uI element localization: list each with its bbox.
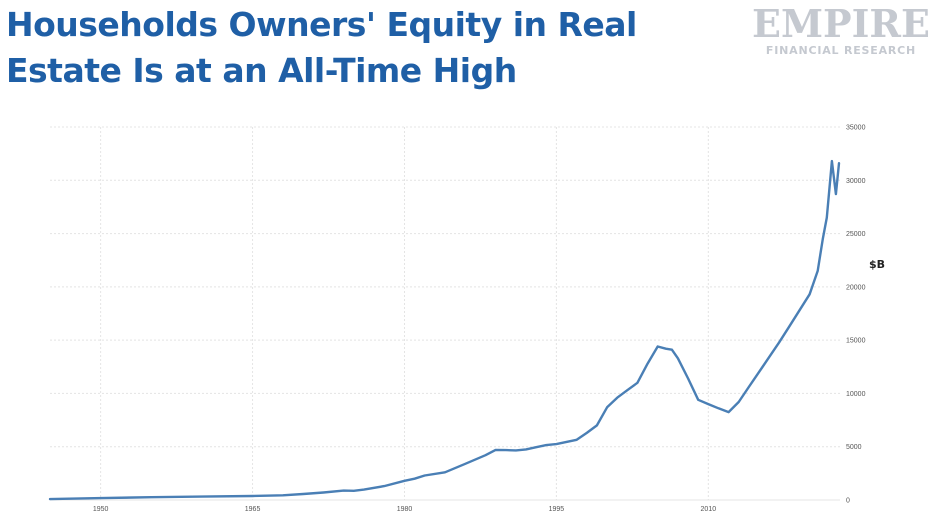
data-point bbox=[485, 454, 487, 456]
data-point bbox=[363, 489, 365, 491]
data-point bbox=[697, 399, 699, 401]
data-point bbox=[606, 406, 608, 408]
data-point bbox=[748, 386, 750, 388]
title-line-2: Estate Is at an All-Time High bbox=[6, 51, 517, 90]
data-point bbox=[665, 348, 667, 350]
data-point bbox=[282, 494, 284, 496]
x-tick-label: 1950 bbox=[93, 506, 109, 513]
data-point bbox=[535, 446, 537, 448]
chart-grid bbox=[50, 126, 840, 501]
data-point bbox=[822, 238, 824, 240]
x-tick-label: 1965 bbox=[245, 506, 261, 513]
data-point bbox=[201, 496, 203, 498]
data-point bbox=[556, 443, 558, 445]
data-point bbox=[789, 325, 791, 327]
logo-wordmark: EMPIRE bbox=[752, 1, 930, 46]
data-point bbox=[657, 346, 659, 348]
data-point bbox=[383, 485, 385, 487]
data-point bbox=[718, 407, 720, 409]
data-point bbox=[707, 403, 709, 405]
data-point bbox=[414, 478, 416, 480]
data-point bbox=[100, 497, 102, 499]
data-point bbox=[835, 193, 837, 195]
data-point bbox=[778, 341, 780, 343]
data-point bbox=[49, 498, 51, 500]
data-point bbox=[637, 382, 639, 384]
data-point bbox=[464, 463, 466, 465]
data-point bbox=[596, 425, 598, 427]
data-point bbox=[150, 496, 152, 498]
data-point bbox=[302, 493, 304, 495]
series-line bbox=[48, 159, 841, 501]
data-point bbox=[799, 309, 801, 311]
data-point bbox=[831, 160, 833, 162]
data-point bbox=[505, 449, 507, 451]
data-point bbox=[353, 490, 355, 492]
data-point bbox=[616, 397, 618, 399]
page-title: Households Owners' Equity in Real Estate… bbox=[6, 2, 637, 94]
data-point bbox=[576, 439, 578, 441]
data-point bbox=[323, 492, 325, 494]
data-point bbox=[515, 450, 517, 452]
chart-tick-labels: 0 5000 10000 15000 20000 25000 30000 35000 1950 1… bbox=[93, 125, 866, 514]
data-point bbox=[444, 471, 446, 473]
data-point bbox=[404, 480, 406, 482]
y-axis-unit-label: $B bbox=[869, 258, 885, 271]
data-point bbox=[758, 371, 760, 373]
y-tick-label: 10000 bbox=[846, 391, 866, 398]
data-point bbox=[566, 441, 568, 443]
y-tick-label: 35000 bbox=[846, 125, 866, 132]
data-point bbox=[343, 490, 345, 492]
data-point bbox=[545, 444, 547, 446]
data-point bbox=[626, 389, 628, 391]
y-tick-label: 15000 bbox=[846, 338, 866, 345]
data-point bbox=[809, 293, 811, 295]
data-point bbox=[586, 432, 588, 434]
x-tick-label: 1980 bbox=[397, 506, 413, 513]
data-point bbox=[424, 475, 426, 477]
x-tick-label: 2010 bbox=[701, 506, 717, 513]
data-point bbox=[838, 162, 840, 164]
data-point bbox=[677, 357, 679, 359]
data-point bbox=[728, 411, 730, 413]
y-tick-label: 0 bbox=[846, 498, 850, 505]
y-tick-label: 25000 bbox=[846, 231, 866, 238]
y-tick-label: 30000 bbox=[846, 178, 866, 185]
y-tick-label: 20000 bbox=[846, 284, 866, 291]
data-point bbox=[647, 363, 649, 365]
data-point bbox=[768, 356, 770, 358]
y-tick-label: 5000 bbox=[846, 444, 862, 451]
data-point bbox=[671, 349, 673, 351]
data-point bbox=[495, 449, 497, 451]
x-tick-label: 1995 bbox=[549, 506, 565, 513]
empire-logo: EMPIRE FINANCIAL RESEARCH bbox=[752, 1, 930, 58]
data-point bbox=[687, 378, 689, 380]
data-point bbox=[738, 401, 740, 403]
data-point bbox=[817, 270, 819, 272]
data-point bbox=[826, 217, 828, 219]
logo-subtitle: FINANCIAL RESEARCH bbox=[765, 44, 917, 57]
data-point bbox=[525, 449, 527, 451]
title-line-1: Households Owners' Equity in Real bbox=[6, 5, 637, 44]
data-point bbox=[252, 495, 254, 497]
series-points bbox=[49, 160, 840, 500]
